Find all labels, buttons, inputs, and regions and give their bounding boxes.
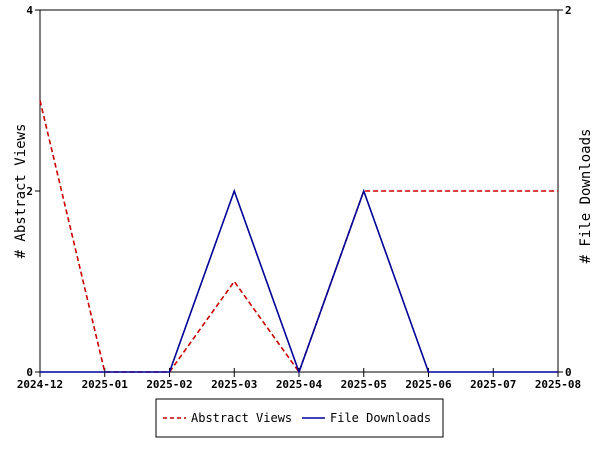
left-tick-label: 4 [26,4,33,17]
x-tick-label: 2025-03 [211,378,257,391]
series-line-file-downloads [40,188,558,375]
right-axis-title: # File Downloads [578,129,594,264]
x-tick-label: 2024-12 [17,378,63,391]
series-layer [39,100,558,375]
legend-label-file-downloads: File Downloads [330,411,431,425]
x-tick-label: 2025-06 [405,378,452,391]
left-tick-label: 0 [26,366,33,379]
x-tick-label: 2025-01 [82,378,129,391]
x-tick-label: 2025-07 [470,378,516,391]
x-tick-label: 2025-02 [146,378,192,391]
legend: Abstract Views File Downloads [155,398,444,438]
left-tick-label: 2 [26,185,33,198]
legend-label-abstract-views: Abstract Views [191,411,292,425]
series-line-abstract-views [39,100,558,374]
right-tick-label: 0 [565,366,572,379]
x-tick-label: 2025-05 [341,378,387,391]
x-tick-label: 2025-08 [535,378,581,391]
x-tick-label: 2025-04 [276,378,323,391]
axes: 2024-12 2025-01 2025-02 2025-03 2025-04 2025-… [17,4,581,391]
right-tick-label: 2 [565,4,572,17]
legend-box [155,398,444,438]
left-axis-title: # Abstract Views [13,124,29,259]
